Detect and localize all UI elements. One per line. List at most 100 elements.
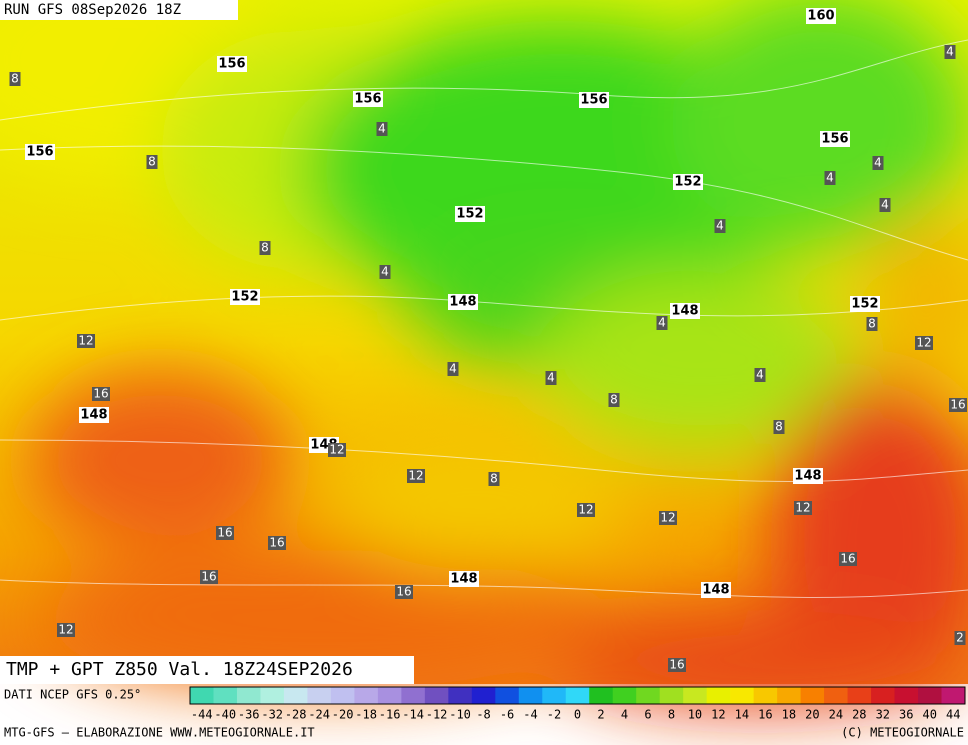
geopotential-label: 148 [80, 408, 107, 423]
temperature-label-box [754, 368, 766, 382]
colorbar-tick-label: 0 [574, 708, 581, 722]
temperature-label: 4 [378, 122, 386, 136]
credit: MTG-GFS – ELABORAZIONE WWW.METEOGIORNALE… [4, 726, 315, 740]
temperature-label-box [714, 219, 726, 233]
colorbar-swatch [612, 687, 637, 704]
geopotential-label-box [820, 131, 850, 147]
colorbar-tick-label: -24 [308, 708, 330, 722]
contours [0, 39, 968, 598]
temperature-label-box [488, 472, 500, 486]
colorbar-swatch [307, 687, 332, 704]
temperature-label: 4 [874, 156, 882, 170]
geopotential-label: 152 [231, 290, 258, 305]
geopotential-label-box [673, 174, 703, 190]
colorbar-swatch [542, 687, 567, 704]
colorbar-swatch [800, 687, 825, 704]
temperature-label-box [216, 526, 234, 540]
temperature-label: 16 [669, 658, 684, 672]
colorbar-swatch [871, 687, 896, 704]
temperature-label: 4 [658, 316, 666, 330]
temperature-label: 12 [660, 511, 675, 525]
geopotential-label: 160 [807, 9, 834, 24]
colorbar-tick-label: -32 [261, 708, 283, 722]
temperature-label-box [9, 72, 21, 86]
temperature-label: 4 [716, 219, 724, 233]
colorbar-swatch [706, 687, 731, 704]
colorbar-swatch [354, 687, 379, 704]
colorbar-swatch [777, 687, 802, 704]
temperature-label-box [949, 398, 967, 412]
geopotential-label: 152 [456, 207, 483, 222]
temperature-label: 4 [946, 45, 954, 59]
colorbar-swatch [495, 687, 520, 704]
temperature-label: 16 [269, 536, 284, 550]
temperature-label-box [268, 536, 286, 550]
colorbar-tick-label: -8 [476, 708, 490, 722]
colorbar-swatch [730, 687, 755, 704]
colorbar-tick-label: 16 [758, 708, 772, 722]
temperature-label: 8 [490, 472, 498, 486]
geopotential-label-box [579, 92, 609, 108]
temperature-label-box [259, 241, 271, 255]
temperature-label-box [794, 501, 812, 515]
colorbar-swatch [213, 687, 238, 704]
geopotential-label: 156 [354, 92, 381, 107]
colorbar-swatch [448, 687, 473, 704]
temperature-label: 2 [956, 631, 964, 645]
product-title: TMP + GPT Z850 Val. 18Z24SEP2026 [6, 659, 353, 680]
temperature-label-box [376, 122, 388, 136]
colorbar-tick-label: 36 [899, 708, 913, 722]
temperature-label: 8 [11, 72, 19, 86]
geopotential-label: 152 [851, 297, 878, 312]
colorbar-tick-label: -2 [547, 708, 561, 722]
colorbar-tick-label: 14 [735, 708, 749, 722]
temperature-label: 16 [396, 585, 411, 599]
colorbar-swatch [636, 687, 661, 704]
colorbar-tick-label: 32 [876, 708, 890, 722]
colorbar-swatch [753, 687, 778, 704]
temperature-label-box [872, 156, 884, 170]
colorbar-tick-label: -16 [379, 708, 401, 722]
contour-labels: 156 156 156 160 156 156 152 152 152 148 148 152 148 1… [9, 8, 967, 672]
colorbar-swatch [589, 687, 614, 704]
temperature-label-box [608, 393, 620, 407]
temperature-label-box [545, 371, 557, 385]
temperature-label-box [773, 420, 785, 434]
colorbar-swatch [683, 687, 708, 704]
colorbar-tick-label: 10 [688, 708, 702, 722]
colorbar-tick-label: -36 [238, 708, 260, 722]
geopotential-label-box [79, 407, 109, 423]
colorbar-swatch [236, 687, 261, 704]
temperature-label: 12 [329, 443, 344, 457]
geopotential-label: 156 [821, 132, 848, 147]
colorbar-tick-label: -44 [191, 708, 213, 722]
geopotential-label-box [701, 582, 731, 598]
product-box [0, 656, 414, 684]
temperature-label: 8 [775, 420, 783, 434]
temperature-label-box [328, 443, 346, 457]
data-source: DATI NCEP GFS 0.25° [4, 688, 141, 702]
temperature-label: 12 [78, 334, 93, 348]
temperature-label: 4 [756, 368, 764, 382]
colorbar-tick-label: 6 [644, 708, 651, 722]
colorbar-swatch [377, 687, 402, 704]
colorbar: -44 -40 -36 -32 -28 -24 -20 -18 -16 -14 -12 -10 -8 -6… [189, 686, 966, 722]
temperature-label-box [92, 387, 110, 401]
geopotential-label: 148 [671, 304, 698, 319]
geopotential-label: 152 [674, 175, 701, 190]
colorbar-tick-label: 44 [946, 708, 960, 722]
temperature-label: 8 [261, 241, 269, 255]
temperature-label-box [915, 336, 933, 350]
geopotential-label-box [455, 206, 485, 222]
colorbar-tick-label: 40 [923, 708, 937, 722]
colorbar-tick-label: 28 [852, 708, 866, 722]
geopotential-label-box [217, 56, 247, 72]
geopotential-label: 148 [702, 583, 729, 598]
colorbar-swatch [894, 687, 919, 704]
colorbar-tick-label: 4 [621, 708, 628, 722]
temperature-label-box [379, 265, 391, 279]
temperature-label: 4 [449, 362, 457, 376]
temperature-label-box [659, 511, 677, 525]
colorbar-tick-label: 2 [597, 708, 604, 722]
